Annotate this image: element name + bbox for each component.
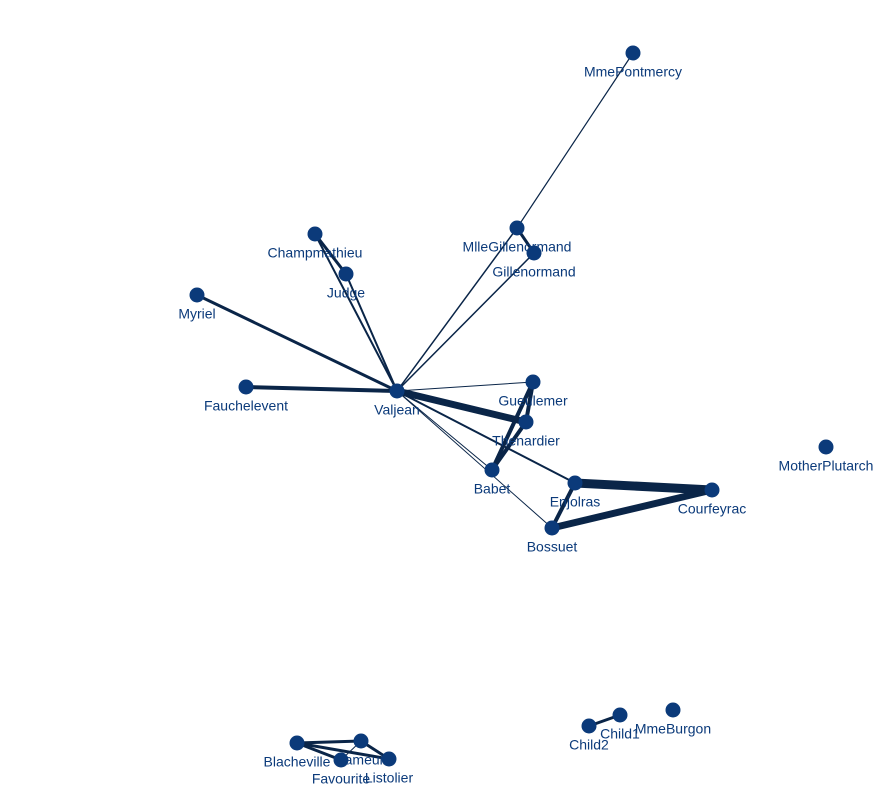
edge	[396, 390, 553, 529]
node[interactable]	[625, 45, 641, 61]
node[interactable]	[581, 718, 597, 734]
labels: MmePontmercy MlleGillenormand Gillenormand…	[178, 64, 873, 787]
node[interactable]	[289, 735, 305, 751]
node-label: Enjolras	[550, 494, 601, 510]
edge	[295, 739, 363, 745]
node-label: Gillenormand	[492, 264, 575, 280]
node-label: Valjean	[374, 402, 420, 418]
edge	[570, 478, 717, 495]
node-label: Courfeyrac	[678, 501, 746, 517]
node-label: Thenardier	[492, 433, 560, 449]
edge	[550, 481, 577, 530]
edge	[396, 390, 493, 471]
edge	[244, 385, 399, 393]
edge	[490, 420, 528, 472]
node[interactable]	[389, 383, 405, 399]
node[interactable]	[353, 733, 369, 749]
node[interactable]	[509, 220, 525, 236]
edge	[396, 381, 534, 392]
node-label: MlleGillenormand	[463, 239, 572, 255]
edge	[195, 293, 399, 393]
edges	[195, 52, 717, 762]
node-label: MotherPlutarch	[779, 458, 874, 474]
node-label: Child1	[600, 726, 640, 742]
node[interactable]	[484, 462, 500, 478]
edge	[396, 252, 535, 392]
node[interactable]	[567, 475, 583, 491]
node[interactable]	[189, 287, 205, 303]
node-label: Bossuet	[527, 539, 578, 555]
node[interactable]	[665, 702, 681, 718]
edge	[393, 387, 530, 426]
edge	[396, 390, 576, 484]
node[interactable]	[518, 414, 534, 430]
edge	[314, 233, 398, 392]
node-label: Listolier	[365, 770, 414, 786]
nodes	[189, 45, 834, 768]
node-label: MmeBurgon	[635, 721, 711, 737]
node-label: Child2	[569, 737, 609, 753]
node[interactable]	[526, 245, 542, 261]
node-label: Gueulemer	[498, 393, 568, 409]
node[interactable]	[525, 374, 541, 390]
node[interactable]	[818, 439, 834, 455]
node-label: Favourite	[312, 771, 371, 787]
edge	[516, 52, 634, 229]
edge	[295, 741, 343, 762]
node[interactable]	[704, 482, 720, 498]
edge	[548, 486, 716, 532]
edge	[295, 741, 391, 761]
node[interactable]	[544, 520, 560, 536]
node-label: Fauchelevent	[204, 398, 288, 414]
node[interactable]	[333, 752, 349, 768]
edge	[396, 227, 518, 392]
node[interactable]	[338, 266, 354, 282]
edge	[345, 273, 398, 392]
edge	[490, 380, 535, 472]
node[interactable]	[381, 751, 397, 767]
edge	[313, 232, 348, 276]
node[interactable]	[238, 379, 254, 395]
node-label: Judge	[327, 285, 365, 301]
node[interactable]	[307, 226, 323, 242]
node-label: Fameuil	[336, 752, 386, 768]
node-label: Blacheville	[264, 754, 331, 770]
node-label: Champmathieu	[268, 245, 363, 261]
node-label: Myriel	[178, 306, 215, 322]
node-label: MmePontmercy	[584, 64, 682, 80]
node-label: Babet	[474, 481, 511, 497]
node[interactable]	[612, 707, 628, 723]
